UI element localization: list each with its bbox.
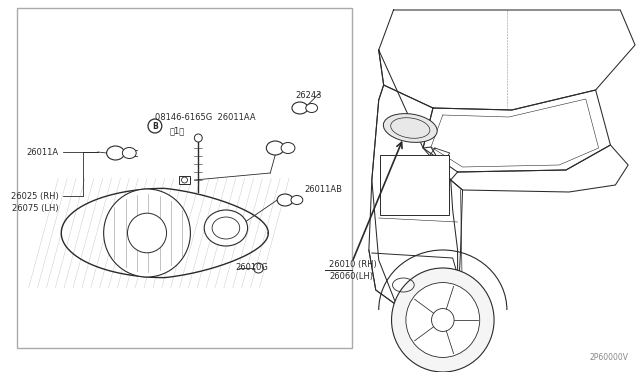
- Text: 2P60000V: 2P60000V: [589, 353, 628, 362]
- Ellipse shape: [306, 103, 317, 112]
- Ellipse shape: [292, 102, 308, 114]
- Ellipse shape: [212, 217, 240, 239]
- Text: 26060(LH): 26060(LH): [330, 273, 373, 282]
- Text: B: B: [152, 122, 158, 131]
- Ellipse shape: [122, 148, 136, 158]
- Text: 26011AB: 26011AB: [305, 185, 343, 193]
- Text: 26025 (RH): 26025 (RH): [10, 192, 58, 201]
- Text: 08146-6165G  26011AA: 08146-6165G 26011AA: [155, 112, 255, 122]
- Ellipse shape: [266, 141, 284, 155]
- Text: 26010G: 26010G: [236, 263, 269, 273]
- Ellipse shape: [204, 210, 248, 246]
- Circle shape: [406, 283, 480, 357]
- Bar: [17, 8, 352, 348]
- Circle shape: [195, 134, 202, 142]
- Text: 26010 (RH): 26010 (RH): [330, 260, 377, 269]
- Text: 26075 (LH): 26075 (LH): [12, 203, 58, 212]
- Circle shape: [127, 213, 166, 253]
- Text: （1）: （1）: [170, 126, 185, 135]
- Circle shape: [392, 268, 494, 372]
- Ellipse shape: [107, 146, 124, 160]
- Ellipse shape: [291, 196, 303, 205]
- Ellipse shape: [281, 142, 295, 154]
- Ellipse shape: [383, 113, 437, 142]
- Text: 26243: 26243: [295, 90, 321, 99]
- Bar: [179, 176, 191, 184]
- Ellipse shape: [277, 194, 293, 206]
- Circle shape: [104, 189, 191, 277]
- Bar: [380, 155, 449, 215]
- Text: 26011A: 26011A: [26, 148, 58, 157]
